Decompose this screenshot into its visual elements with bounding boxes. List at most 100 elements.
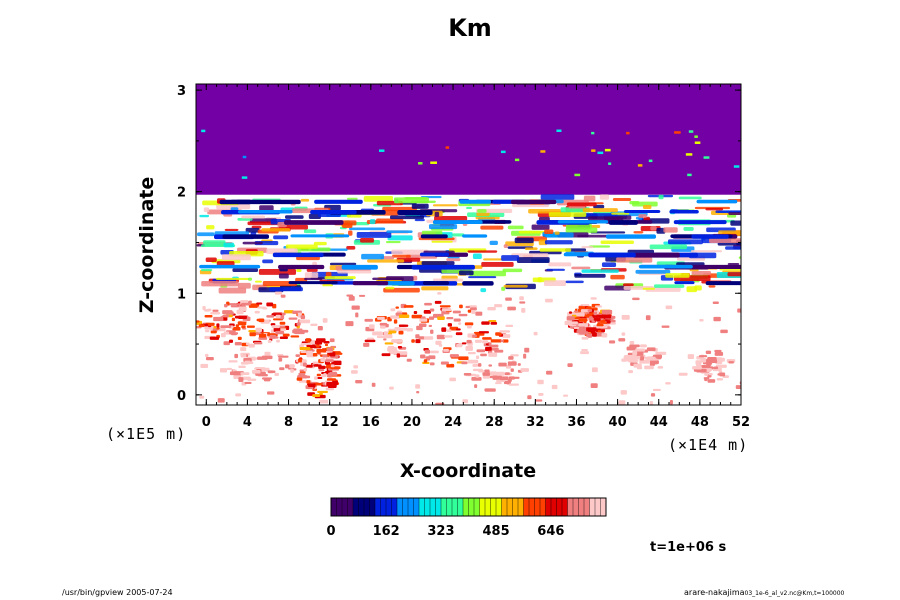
lower-speckle — [545, 298, 553, 303]
lower-blob-cell — [398, 314, 410, 319]
lower-blob-cell — [288, 317, 298, 320]
lower-speckle — [567, 363, 573, 367]
band-streak — [554, 231, 560, 235]
colorbar-cell — [534, 497, 541, 517]
lower-speckle — [453, 318, 461, 322]
lower-blob-cell — [499, 376, 509, 381]
lower-blob-cell — [303, 375, 311, 379]
lower-blob-cell — [586, 328, 596, 332]
band-layer — [422, 281, 450, 286]
upper-speckle — [445, 146, 450, 149]
lower-blob-cell — [222, 310, 233, 315]
lower-speckle — [665, 382, 671, 385]
lower-blob-cell — [395, 306, 399, 309]
colorbar-cell — [391, 497, 398, 517]
band-layer — [278, 264, 325, 270]
band-streak — [201, 280, 239, 287]
lower-blob-cell — [474, 339, 482, 343]
band-streak — [548, 212, 587, 217]
band-streak — [512, 204, 549, 208]
lower-speckle — [207, 308, 212, 312]
lower-speckle — [487, 306, 496, 311]
lower-speckle — [275, 314, 281, 319]
lower-blob-cell — [488, 352, 498, 357]
lower-blob-cell — [316, 348, 327, 353]
band-layer — [632, 252, 680, 258]
lower-speckle — [240, 372, 250, 375]
band-layer — [222, 234, 270, 239]
band-streak — [360, 238, 374, 243]
lower-speckle — [200, 363, 209, 369]
band-streak — [708, 285, 716, 288]
lower-speckle — [475, 311, 483, 316]
lower-blob-cell — [307, 383, 316, 387]
y-tick-label: 0 — [177, 389, 186, 404]
band-streak — [590, 231, 626, 234]
lower-blob-cell — [393, 319, 398, 324]
lower-blob-cell — [596, 324, 604, 327]
lower-speckle — [678, 372, 688, 376]
lower-blob-cell — [388, 350, 399, 355]
lower-speckle — [303, 368, 308, 372]
band-streak — [489, 240, 498, 246]
band-streak — [709, 238, 741, 244]
lower-speckle — [355, 312, 359, 318]
lower-blob-cell — [248, 343, 255, 348]
lower-speckle — [500, 339, 504, 343]
band-streak — [629, 201, 640, 205]
lower-blob-cell — [649, 360, 659, 364]
lower-blob-cell — [210, 312, 221, 315]
lower-speckle — [523, 353, 527, 359]
lower-blob-cell — [444, 335, 453, 338]
colorbar-cell — [572, 497, 580, 517]
lower-speckle — [202, 306, 206, 311]
lower-blob-cell — [478, 331, 489, 334]
lower-speckle — [629, 340, 635, 345]
band-layer — [284, 220, 344, 225]
lower-blob-cell — [441, 327, 447, 332]
lower-blob-cell — [290, 368, 294, 373]
upper-speckle — [514, 158, 520, 162]
band-streak — [658, 194, 664, 200]
lower-speckle — [591, 367, 598, 373]
lower-speckle — [380, 324, 386, 329]
band-layer — [272, 252, 324, 258]
upper-speckle — [703, 156, 710, 159]
upper-speckle — [604, 148, 611, 152]
band-streak — [539, 248, 572, 252]
lower-blob-cell — [430, 329, 434, 334]
band-streak — [221, 254, 251, 261]
band-streak — [467, 250, 498, 253]
lower-blob-cell — [210, 330, 217, 334]
lower-blob-cell — [429, 308, 435, 312]
band-streak — [458, 270, 474, 276]
lower-blob-cell — [384, 342, 394, 345]
band-streak — [583, 195, 596, 202]
lower-speckle — [220, 333, 226, 338]
band-streak — [254, 280, 262, 283]
colorbar-cell — [501, 497, 508, 517]
colorbar-cell — [550, 497, 558, 517]
band-streak — [501, 286, 506, 291]
lower-blob-cell — [327, 372, 338, 376]
band-streak — [356, 232, 392, 238]
lower-blob-cell — [396, 353, 401, 358]
band-streak — [649, 244, 688, 250]
lower-blob-cell — [646, 347, 656, 352]
lower-speckle — [581, 348, 588, 352]
colorbar-cell — [512, 497, 519, 517]
lower-blob-cell — [256, 302, 263, 305]
band-streak — [616, 257, 653, 263]
band-layer — [411, 264, 475, 270]
band-streak — [421, 230, 443, 235]
lower-blob-cell — [299, 347, 311, 351]
lower-blob-cell — [705, 350, 712, 355]
y-tick-label: 2 — [177, 186, 186, 201]
colorbar-cell — [523, 497, 530, 517]
lower-speckle — [239, 306, 247, 312]
lower-speckle — [737, 308, 741, 313]
colorbar-cell — [336, 497, 343, 517]
band-streak — [638, 214, 647, 218]
footer-left: /usr/bin/gpview 2005-07-24 — [62, 588, 173, 597]
lower-blob-cell — [216, 327, 220, 330]
